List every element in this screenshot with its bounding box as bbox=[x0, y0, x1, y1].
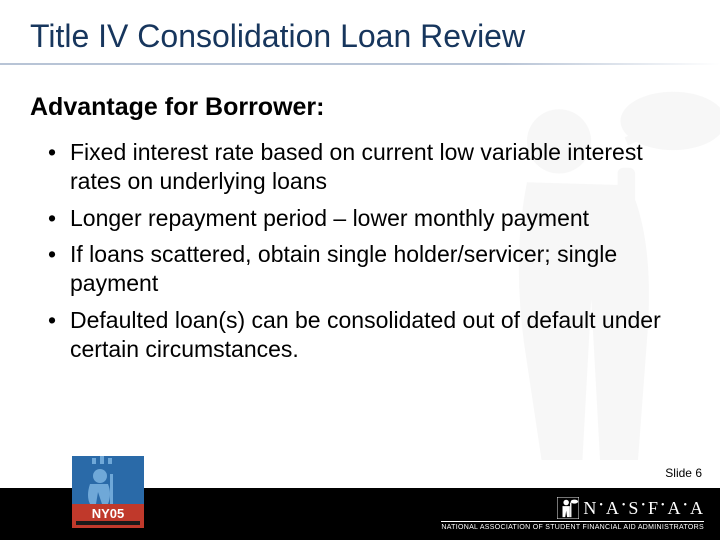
slide-subtitle: Advantage for Borrower: bbox=[0, 85, 720, 138]
nasfaa-letter: N bbox=[583, 498, 597, 519]
nasfaa-logo: N• A• S• F• A• A NATIONAL ASSOCIATION OF… bbox=[441, 497, 704, 531]
bullet-item: If loans scattered, obtain single holder… bbox=[48, 240, 692, 298]
nasfaa-letter: A bbox=[667, 498, 681, 519]
bullet-item: Longer repayment period – lower monthly … bbox=[48, 204, 692, 233]
ny05-label: NY05 bbox=[92, 506, 125, 521]
bullet-item: Fixed interest rate based on current low… bbox=[48, 138, 692, 196]
nasfaa-letter: F bbox=[648, 498, 659, 519]
nasfaa-letter: A bbox=[606, 498, 620, 519]
nasfaa-letters: N• A• S• F• A• A bbox=[583, 498, 704, 519]
bullet-list: Fixed interest rate based on current low… bbox=[0, 138, 720, 363]
title-underline bbox=[0, 63, 720, 65]
nasfaa-letter: A bbox=[690, 498, 704, 519]
slide-title: Title IV Consolidation Loan Review bbox=[0, 0, 720, 63]
nasfaa-person-icon bbox=[557, 497, 579, 519]
slide-number: Slide 6 bbox=[665, 466, 702, 480]
ny05-logo-icon: NY05 bbox=[72, 456, 144, 528]
nasfaa-subtitle: NATIONAL ASSOCIATION OF STUDENT FINANCIA… bbox=[441, 521, 704, 531]
bullet-item: Defaulted loan(s) can be consolidated ou… bbox=[48, 306, 692, 364]
nasfaa-letter: S bbox=[628, 498, 639, 519]
